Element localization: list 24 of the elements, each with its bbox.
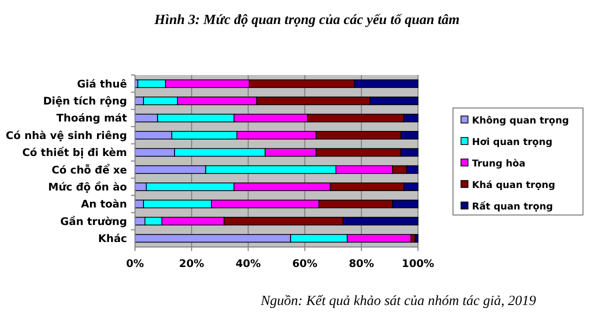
legend-label: Hơi quan trọng [472,136,552,148]
y-tick-label: Gần trường [60,214,127,228]
x-tick-label: 100% [402,258,435,270]
x-tick-label: 40% [236,258,262,270]
bar [414,234,418,243]
legend-label: Trung hòa [472,158,526,170]
y-tick-label: Thoáng mát [56,112,127,125]
x-tick-label: 60% [292,258,318,270]
x-tick-label: 80% [348,258,374,270]
x-tick-label: 20% [179,258,205,270]
x-tick-label: 0% [126,258,144,270]
y-tick-label: An toàn [80,198,127,211]
y-tick-label: Mức độ ồn ào [48,180,127,194]
text: Nguồn: Kết quả khảo sát của nhóm tác giả, 2019 [260,294,536,309]
y-tick-label: Giá thuê [76,78,127,90]
y-tick-label: Khác [98,233,127,245]
legend-label: Không quan trọng [472,115,569,126]
chart-title: Hình 3: Mức độ quan trọng của các yếu tố quan tâm [153,13,460,28]
y-tick-label: Có chỗ để xe [52,163,127,176]
legend-label: Rất quan trọng [472,200,553,212]
y-tick-label: Có nhà vệ sinh riêng [6,130,127,142]
y-tick-label: Có thiết bị đi kèm [22,146,128,160]
y-tick-label: Diện tích rộng [43,96,127,108]
legend-label: Khá quan trọng [472,180,556,191]
